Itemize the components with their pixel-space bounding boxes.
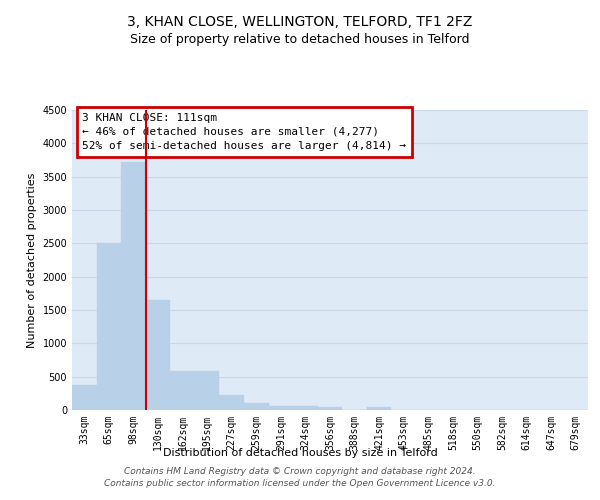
Bar xyxy=(121,162,146,410)
Text: 3 KHAN CLOSE: 111sqm
← 46% of detached houses are smaller (4,277)
52% of semi-de: 3 KHAN CLOSE: 111sqm ← 46% of detached h… xyxy=(82,113,406,151)
Y-axis label: Number of detached properties: Number of detached properties xyxy=(27,172,37,348)
Bar xyxy=(293,406,318,410)
Bar xyxy=(269,406,293,410)
Bar xyxy=(220,395,244,410)
Bar xyxy=(367,407,391,410)
Bar xyxy=(146,300,170,410)
Bar xyxy=(97,244,121,410)
Bar xyxy=(244,402,269,410)
Text: 3, KHAN CLOSE, WELLINGTON, TELFORD, TF1 2FZ: 3, KHAN CLOSE, WELLINGTON, TELFORD, TF1 … xyxy=(127,15,473,29)
Bar xyxy=(195,370,220,410)
Text: Size of property relative to detached houses in Telford: Size of property relative to detached ho… xyxy=(130,32,470,46)
Bar xyxy=(170,370,195,410)
Text: Distribution of detached houses by size in Telford: Distribution of detached houses by size … xyxy=(163,448,437,458)
Bar xyxy=(72,385,97,410)
Bar xyxy=(318,408,342,410)
Text: Contains HM Land Registry data © Crown copyright and database right 2024.
Contai: Contains HM Land Registry data © Crown c… xyxy=(104,466,496,487)
